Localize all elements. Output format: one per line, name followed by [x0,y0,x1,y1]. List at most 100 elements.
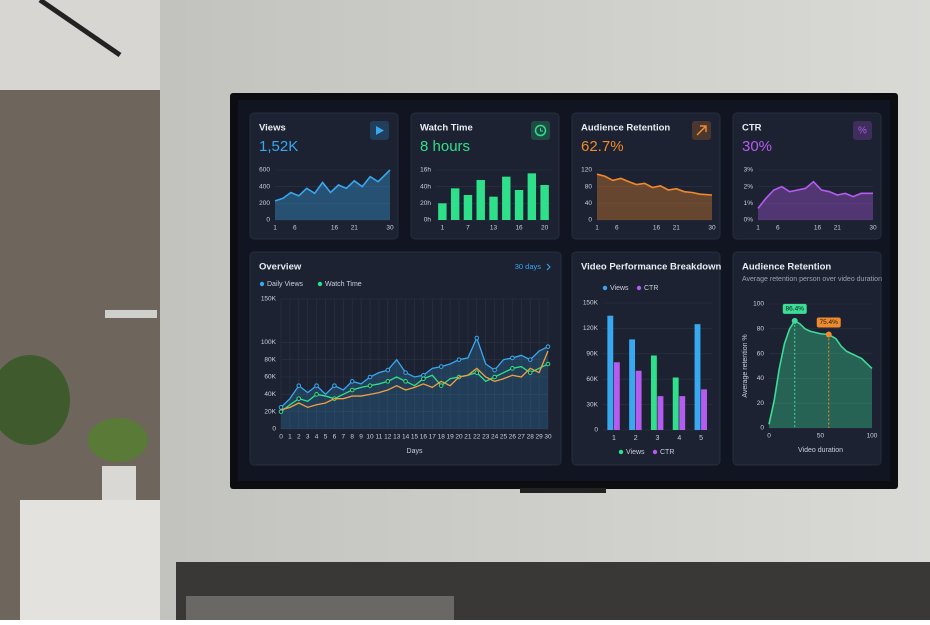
y-tick-label: 40 [757,375,765,382]
bar [629,339,636,430]
y-tick-label: 20K [264,408,276,415]
plant [0,355,70,445]
series-line [280,336,549,408]
legend-swatch [618,449,624,455]
y-tick-label: 16h [420,167,431,174]
x-tick-label: 18 [438,434,446,441]
point [385,379,391,384]
annotation-point [825,331,832,338]
y-tick-label: 90K [586,351,598,358]
x-tick-label: 1 [612,435,616,442]
bar [527,173,537,220]
x-tick-label: 19 [446,434,454,441]
bar [613,362,620,430]
legend-label: Views [626,449,645,456]
point [296,396,302,401]
y-tick-label: 0 [760,425,764,432]
y-tick-label: 120K [583,325,599,332]
annotation-badge [782,303,807,314]
point [278,405,284,410]
chevron[interactable] [546,263,551,271]
x-tick-label: 4 [315,434,319,441]
x-tick-label: 0 [767,433,771,440]
kpi-value: 62.7% [581,138,624,155]
point [456,357,462,362]
bar [502,176,511,220]
x-tick-label: 8 [350,434,354,441]
legend-swatch [317,281,323,287]
panel-title: Video Performance Breakdown [581,262,721,273]
bar [476,180,485,220]
x-tick-label: 21 [351,225,359,232]
area-line [757,180,873,209]
tv-stand [520,488,606,493]
bar [450,188,460,220]
area-line [768,319,873,425]
point [492,374,497,380]
kpi-value: 1,52K [259,138,298,155]
point [438,364,444,369]
y-tick-label: 80 [757,326,765,333]
icon: % [858,126,867,137]
x-tick-label: 100 [867,433,878,440]
legend-swatch [636,285,642,291]
point [367,374,373,380]
point [314,383,319,388]
x-tick-label: 1 [756,225,760,232]
x-tick-label: 29 [535,434,543,441]
kpi-value: 8 hours [420,138,470,155]
point [438,383,444,388]
x-tick-label: 6 [615,225,619,232]
x-tick-label: 2 [297,434,301,441]
icon [376,126,384,135]
x-tick-label: 5 [699,435,703,442]
bar [438,203,447,220]
x-tick-label: 1 [288,434,292,441]
x-tick-label: 11 [376,434,383,441]
point [474,335,480,341]
point [349,387,355,393]
y-tick-label: 0 [272,426,276,433]
panel-title: CTR [742,123,762,134]
x-tick-label: 1 [273,225,277,232]
y-tick-label: 2% [744,183,754,190]
point [349,379,355,384]
panel [571,112,721,240]
x-tick-label: 16 [515,225,523,232]
x-tick-label: 28 [527,434,535,441]
x-tick-label: 2 [634,435,638,442]
area [275,170,390,220]
y-tick-label: 150K [583,300,599,307]
x-tick-label: 6 [293,225,297,232]
x-tick-label: 16 [331,225,339,232]
legend-swatch [259,281,265,287]
y-tick-label: 150K [261,296,277,303]
area-line [596,173,713,196]
x-tick-label: 24 [491,434,499,441]
y-tick-label: 400 [259,183,270,190]
y-tick-label: 0 [594,427,598,434]
y-tick-label: 120 [581,167,592,174]
x-tick-label: 12 [384,434,392,441]
y-tick-label: 100 [753,301,764,308]
x-tick-label: 9 [359,434,363,441]
icon [696,125,707,136]
x-tick-label: 10 [366,434,374,441]
plant [88,418,148,462]
point [510,355,515,361]
x-tick-label: 17 [429,434,437,441]
x-tick-label: 0 [279,434,283,441]
y-tick-label: 600 [259,167,270,174]
point [527,357,533,362]
x-tick-label: 6 [333,434,337,441]
x-tick-label: 20 [455,434,463,441]
x-tick-label: 30 [708,225,716,232]
series-line [280,350,549,411]
side-table [20,500,160,620]
y-tick-label: 40 [585,200,593,207]
link[interactable]: 30 days [515,262,542,271]
y-tick-label: 40K [264,391,276,398]
point [385,367,391,373]
x-tick-label: 14 [402,434,410,441]
bar [657,396,664,430]
